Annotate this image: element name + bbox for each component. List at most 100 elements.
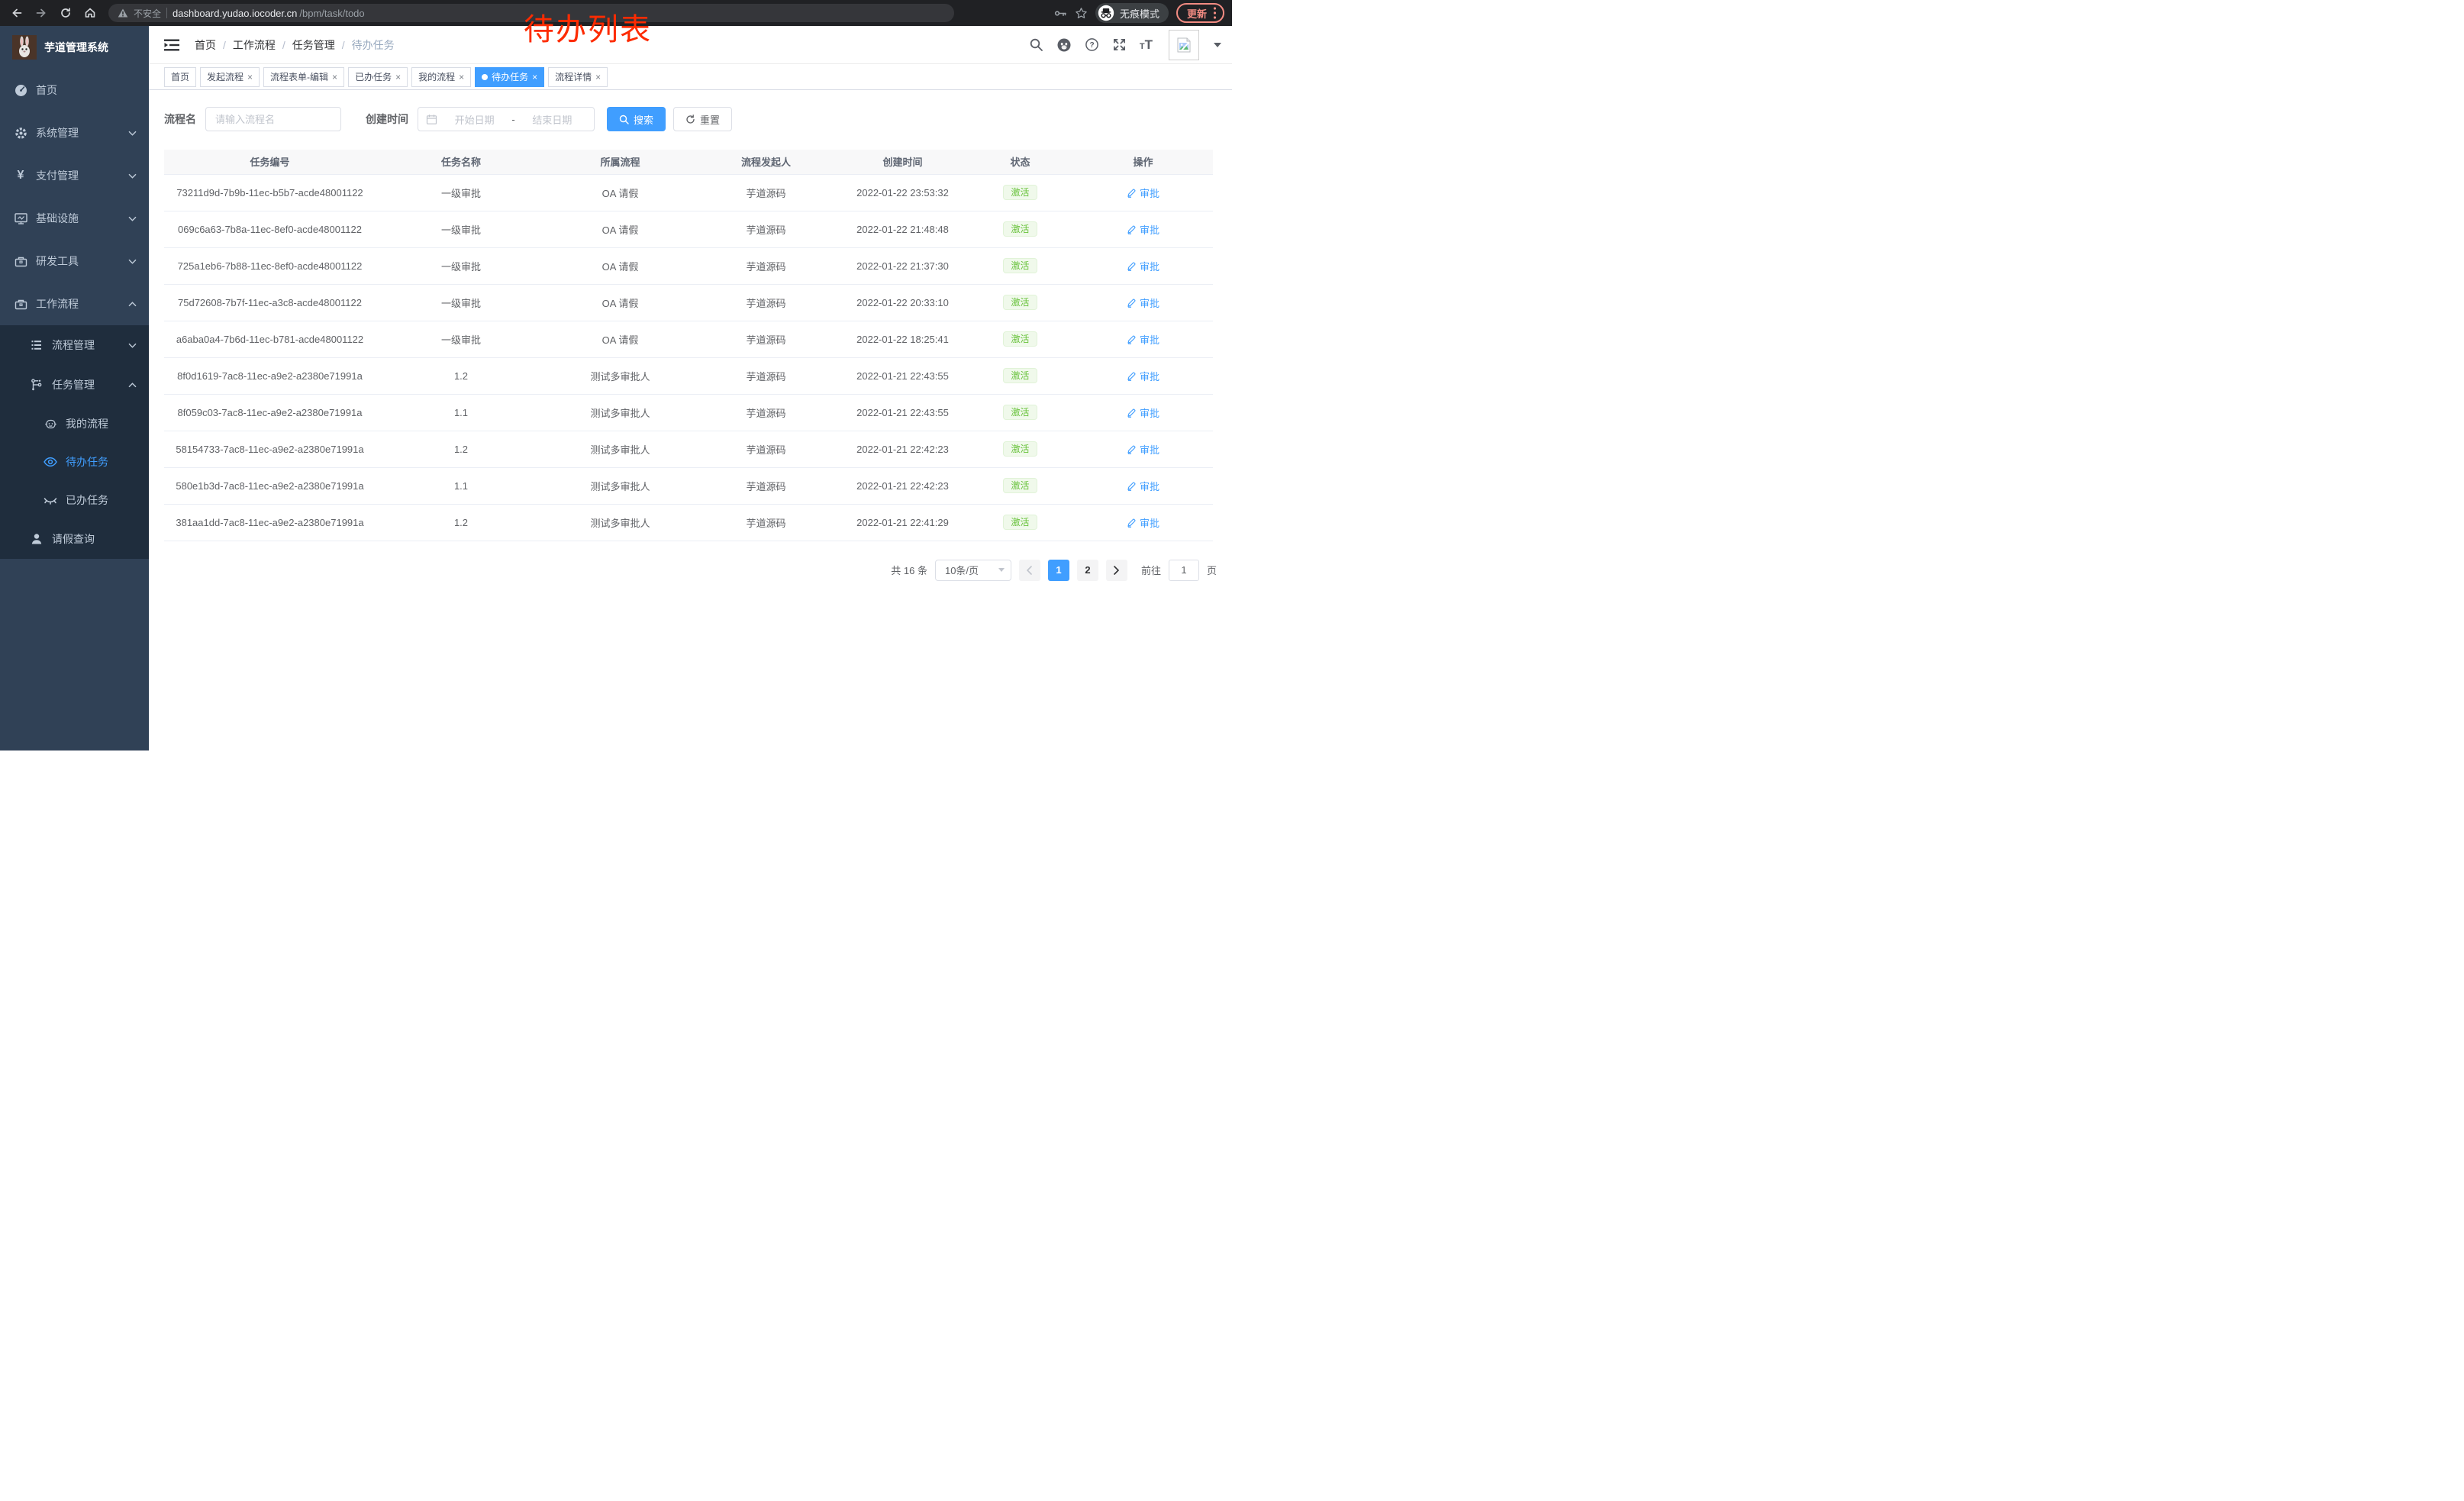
approve-link[interactable]: 审批 (1127, 369, 1159, 383)
initiator-cell: 芋道源码 (694, 467, 838, 505)
tab-done-tasks[interactable]: 已办任务 × (348, 66, 408, 87)
edit-icon (1127, 261, 1137, 271)
breadcrumb-workflow[interactable]: 工作流程 (232, 38, 276, 51)
briefcase-icon (13, 297, 28, 311)
app-logo[interactable]: 芋道管理系统 (0, 26, 149, 69)
github-icon[interactable] (1056, 37, 1072, 53)
tab-process-detail[interactable]: 流程详情 × (548, 66, 608, 87)
help-icon[interactable]: ? (1085, 37, 1099, 52)
tab-start-process[interactable]: 发起流程 × (200, 66, 260, 87)
edit-icon (1127, 408, 1137, 418)
close-icon[interactable]: × (395, 71, 402, 82)
back-icon[interactable] (8, 4, 26, 22)
breadcrumb: 首页 / 工作流程 / 任务管理 / 待办任务 (195, 38, 395, 51)
range-separator: - (511, 113, 515, 125)
sidebar-item-task-mgmt[interactable]: 任务管理 (0, 365, 149, 405)
incognito-badge: 无痕模式 (1095, 3, 1169, 23)
sidebar-item-workflow[interactable]: 工作流程 (0, 282, 149, 325)
eye-closed-icon (43, 492, 58, 508)
approve-link[interactable]: 审批 (1127, 259, 1159, 273)
approve-link[interactable]: 审批 (1127, 332, 1159, 347)
create-time-label: 创建时间 (366, 113, 408, 125)
sidebar-item-system[interactable]: 系统管理 (0, 111, 149, 154)
breadcrumb-task-mgmt[interactable]: 任务管理 (292, 38, 335, 51)
sidebar-item-my-process[interactable]: 我的流程 (0, 405, 149, 443)
tab-todo-tasks[interactable]: 待办任务 × (475, 66, 545, 87)
edit-icon (1127, 518, 1137, 528)
col-created: 创建时间 (838, 150, 967, 175)
forward-icon[interactable] (32, 4, 50, 22)
avatar[interactable] (1169, 29, 1199, 60)
close-icon[interactable]: × (532, 71, 538, 82)
approve-link[interactable]: 审批 (1127, 479, 1159, 493)
process-cell: OA 请假 (547, 247, 694, 285)
sidebar-filler (0, 559, 149, 750)
sidebar-item-infra[interactable]: 基础设施 (0, 197, 149, 240)
next-page-button[interactable] (1105, 559, 1127, 581)
branch-icon (29, 378, 44, 392)
col-task-name: 任务名称 (376, 150, 547, 175)
font-size-icon[interactable]: TT (1139, 37, 1153, 52)
pagination: 共 16 条 10条/页 1 2 前往 页 (164, 559, 1217, 581)
sidebar-item-leave-query[interactable]: 请假查询 (0, 519, 149, 559)
chevron-up-icon (128, 301, 137, 307)
approve-link[interactable]: 审批 (1127, 186, 1159, 200)
reload-icon[interactable] (56, 4, 75, 22)
created-cell: 2022-01-21 22:43:55 (838, 394, 967, 431)
gear-icon (13, 126, 28, 140)
close-icon[interactable]: × (247, 71, 253, 82)
edit-icon (1127, 371, 1137, 381)
menu-fold-icon[interactable] (161, 35, 182, 55)
search-icon[interactable] (1029, 37, 1043, 52)
approve-link[interactable]: 审批 (1127, 222, 1159, 237)
task-id-cell: 580e1b3d-7ac8-11ec-a9e2-a2380e71991a (164, 467, 376, 505)
tab-home[interactable]: 首页 (164, 66, 197, 87)
search-button[interactable]: 搜索 (607, 107, 666, 131)
caret-down-icon[interactable] (1214, 42, 1221, 47)
sidebar-item-done-tasks[interactable]: 已办任务 (0, 481, 149, 519)
edit-icon (1127, 298, 1137, 308)
avatar-broken-icon (1176, 37, 1192, 53)
close-icon[interactable]: × (459, 71, 465, 82)
key-icon[interactable] (1054, 7, 1067, 20)
table-header-row: 任务编号 任务名称 所属流程 流程发起人 创建时间 状态 操作 (164, 150, 1213, 175)
task-name-cell: 一级审批 (376, 321, 547, 358)
task-name-cell: 一级审批 (376, 174, 547, 211)
jump-page-input[interactable] (1168, 559, 1199, 581)
close-icon[interactable]: × (332, 71, 338, 82)
close-icon[interactable]: × (595, 71, 601, 82)
breadcrumb-home[interactable]: 首页 (195, 38, 216, 51)
process-name-input[interactable] (205, 107, 341, 131)
sidebar-item-devtools[interactable]: 研发工具 (0, 240, 149, 282)
sidebar-item-process-mgmt[interactable]: 流程管理 (0, 325, 149, 365)
approve-link[interactable]: 审批 (1127, 295, 1159, 310)
url-bar[interactable]: 不安全 dashboard.yudao.iocoder.cn/bpm/task/… (108, 4, 954, 22)
task-id-cell: 725a1eb6-7b88-11ec-8ef0-acde48001122 (164, 247, 376, 285)
approve-link[interactable]: 审批 (1127, 405, 1159, 420)
sidebar-item-home[interactable]: 首页 (0, 69, 149, 111)
task-name-cell: 1.2 (376, 357, 547, 395)
sidebar-item-todo-tasks[interactable]: 待办任务 (0, 443, 149, 481)
more-icon[interactable] (1213, 6, 1217, 20)
date-range-picker[interactable]: 开始日期 - 结束日期 (418, 107, 595, 131)
page-button-2[interactable]: 2 (1076, 559, 1098, 581)
edit-icon (1127, 224, 1137, 234)
edit-icon (1127, 444, 1137, 454)
sidebar-item-payment[interactable]: ¥ 支付管理 (0, 154, 149, 197)
prev-page-button[interactable] (1018, 559, 1040, 581)
page-size-select[interactable]: 10条/页 (934, 559, 1011, 581)
update-button[interactable]: 更新 (1176, 3, 1224, 23)
approve-link[interactable]: 审批 (1127, 442, 1159, 457)
reset-button[interactable]: 重置 (673, 107, 733, 131)
task-id-cell: 58154733-7ac8-11ec-a9e2-a2380e71991a (164, 431, 376, 468)
approve-link[interactable]: 审批 (1127, 515, 1159, 530)
page-button-1[interactable]: 1 (1047, 559, 1069, 581)
tab-process-form-edit[interactable]: 流程表单-编辑 × (263, 66, 345, 87)
home-icon[interactable] (81, 4, 99, 22)
task-id-cell: 75d72608-7b7f-11ec-a3c8-acde48001122 (164, 284, 376, 321)
star-icon[interactable] (1075, 7, 1088, 20)
col-status: 状态 (967, 150, 1073, 175)
tab-my-process[interactable]: 我的流程 × (411, 66, 472, 87)
breadcrumb-current: 待办任务 (351, 38, 395, 51)
fullscreen-icon[interactable] (1112, 37, 1127, 52)
